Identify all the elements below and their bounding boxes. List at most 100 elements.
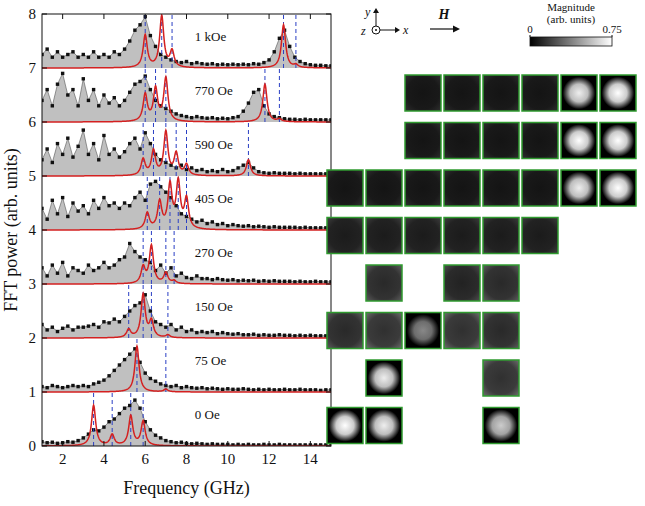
power-point: [82, 204, 85, 207]
power-point: [221, 331, 224, 334]
power-point: [283, 388, 286, 391]
x-tick: [269, 441, 270, 446]
power-point: [133, 398, 136, 401]
power-point: [71, 201, 74, 204]
power-point: [236, 332, 239, 335]
power-point: [216, 223, 219, 226]
power-area: [42, 244, 331, 285]
power-point: [247, 333, 250, 336]
power-point: [180, 326, 183, 329]
power-line: [42, 400, 331, 445]
mode-image: [483, 408, 519, 444]
power-point: [283, 280, 286, 283]
power-point: [107, 321, 110, 324]
power-point: [174, 441, 177, 444]
power-point: [190, 116, 193, 119]
power-line: [42, 244, 331, 282]
power-point: [76, 56, 79, 59]
power-point: [45, 328, 48, 331]
power-point: [45, 386, 48, 389]
power-point: [252, 166, 255, 169]
mode-image: [561, 170, 597, 206]
mode-image: [561, 123, 597, 159]
power-point: [293, 172, 296, 175]
power-point: [56, 212, 59, 215]
power-point: [216, 332, 219, 335]
mode-image: [366, 170, 402, 206]
power-point: [138, 255, 141, 258]
x-tick: [186, 441, 187, 446]
power-point: [242, 164, 245, 167]
power-point: [278, 37, 281, 40]
mode-image: [366, 218, 402, 254]
mode-image: [522, 218, 558, 254]
y-axis-title: FFT power (arb. units): [1, 148, 22, 312]
label-patch: [193, 82, 235, 99]
power-point: [190, 442, 193, 445]
power-point: [102, 53, 105, 56]
x-tick: [103, 441, 104, 446]
power-point: [226, 279, 229, 282]
power-point: [128, 142, 131, 145]
power-point: [87, 99, 90, 102]
y-tick-label: 1: [29, 384, 37, 400]
power-point: [205, 222, 208, 225]
axes-glyph: yxzH: [360, 5, 460, 38]
power-point: [195, 115, 198, 118]
power-point: [113, 96, 116, 99]
fit-curve: [42, 405, 331, 446]
mode-image: [405, 218, 441, 254]
label-patch: [193, 298, 235, 315]
power-point: [267, 226, 270, 229]
colorbar-tick-label: 0: [527, 23, 533, 35]
power-point: [76, 326, 79, 329]
power-point: [267, 172, 270, 175]
axis-glyph-label: z: [360, 24, 366, 38]
power-point: [257, 170, 260, 173]
power-point: [226, 332, 229, 335]
y-tick: [42, 122, 47, 123]
power-point: [123, 255, 126, 258]
y-tick: [326, 14, 331, 15]
power-point: [56, 50, 59, 53]
power-point: [293, 226, 296, 229]
power-point: [200, 62, 203, 65]
x-tick: [186, 14, 187, 19]
power-point: [56, 385, 59, 388]
power-point: [257, 334, 260, 337]
power-point: [273, 388, 276, 391]
power-point: [273, 171, 276, 174]
power-point: [242, 333, 245, 336]
power-point: [66, 274, 69, 277]
power-point: [226, 224, 229, 227]
power-point: [169, 440, 172, 443]
mode-image: [327, 408, 363, 444]
trace-label: 405 Oe: [195, 191, 233, 206]
power-point: [113, 201, 116, 204]
power-point: [87, 153, 90, 156]
power-point: [159, 323, 162, 326]
power-point: [123, 99, 126, 102]
y-tick-label: 7: [29, 60, 37, 76]
power-point: [76, 145, 79, 148]
x-tick: [310, 441, 311, 446]
x-tick: [62, 14, 63, 19]
power-point: [169, 385, 172, 388]
power-point: [247, 224, 250, 227]
power-point: [92, 199, 95, 202]
power-point: [200, 386, 203, 389]
z-axis-symbol: [372, 26, 380, 34]
power-point: [61, 196, 64, 199]
power-point: [51, 384, 54, 387]
power-point: [71, 441, 74, 444]
power-line: [42, 295, 331, 336]
plot-frame: [42, 14, 331, 446]
x-tick-label: 10: [220, 451, 235, 467]
power-point: [242, 387, 245, 390]
peak-line: [147, 176, 148, 230]
power-point: [231, 223, 234, 226]
power-point: [149, 34, 152, 37]
power-point: [76, 269, 79, 272]
power-point: [309, 388, 312, 391]
plot-area: [42, 14, 331, 446]
